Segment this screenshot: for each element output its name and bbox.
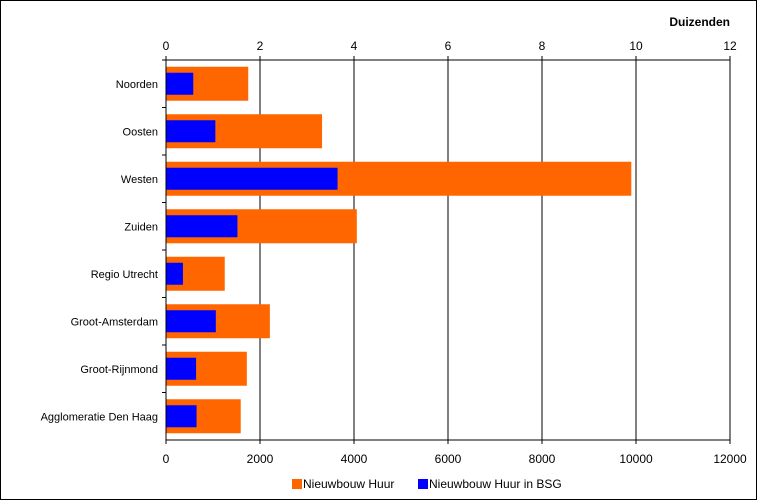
top-axis-unit-label: Duizenden (669, 15, 730, 29)
bar-nieuwbouw-huur-in-bsg (166, 120, 216, 143)
category-label: Noorden (116, 79, 158, 91)
bar-nieuwbouw-huur-in-bsg (166, 357, 197, 380)
legend-label: Nieuwbouw Huur (303, 477, 394, 491)
bar-nieuwbouw-huur-in-bsg (166, 72, 194, 95)
top-tick-label: 12 (723, 39, 737, 53)
legend-swatch-nieuwbouw-huur-in-bsg (418, 479, 428, 489)
bottom-tick-label: 8000 (529, 452, 556, 466)
top-tick-label: 0 (163, 39, 170, 53)
category-label: Regio Utrecht (91, 269, 158, 281)
bottom-tick-label: 6000 (435, 452, 462, 466)
category-label: Groot-Amsterdam (71, 316, 158, 328)
category-labels: Noorden Oosten Westen Zuiden Regio Utrecht Gr… (41, 59, 166, 423)
bars (166, 66, 632, 434)
category-label: Westen (121, 174, 158, 186)
top-tick-label: 4 (351, 39, 358, 53)
legend: Nieuwbouw Huur Nieuwbouw Huur in BSG (292, 477, 562, 491)
legend-label: Nieuwbouw Huur in BSG (429, 477, 562, 491)
top-tick-label: 2 (257, 39, 264, 53)
category-label: Oosten (123, 126, 158, 138)
top-tick-label: 10 (629, 39, 643, 53)
category-label: Groot-Rijnmond (80, 364, 158, 376)
bar-nieuwbouw-huur-in-bsg (166, 215, 238, 238)
bar-nieuwbouw-huur-in-bsg (166, 310, 216, 333)
top-tick-label: 8 (539, 39, 546, 53)
bottom-tick-label: 2000 (247, 452, 274, 466)
bottom-axis-ticks: 0 2000 4000 6000 8000 10000 12000 (163, 440, 747, 466)
bar-nieuwbouw-huur-in-bsg (166, 167, 338, 190)
category-label: Zuiden (124, 221, 158, 233)
bottom-tick-label: 10000 (619, 452, 653, 466)
bar-nieuwbouw-huur-in-bsg (166, 262, 183, 285)
gridlines (259, 60, 637, 440)
bottom-tick-label: 4000 (341, 452, 368, 466)
bottom-tick-label: 0 (163, 452, 170, 466)
top-tick-label: 6 (445, 39, 452, 53)
category-label: Agglomeratie Den Haag (41, 411, 158, 423)
top-axis-ticks: 0 2 4 6 8 10 12 (163, 39, 737, 60)
bottom-tick-label: 12000 (713, 452, 747, 466)
legend-swatch-nieuwbouw-huur (292, 479, 302, 489)
bar-nieuwbouw-huur-in-bsg (166, 405, 197, 428)
